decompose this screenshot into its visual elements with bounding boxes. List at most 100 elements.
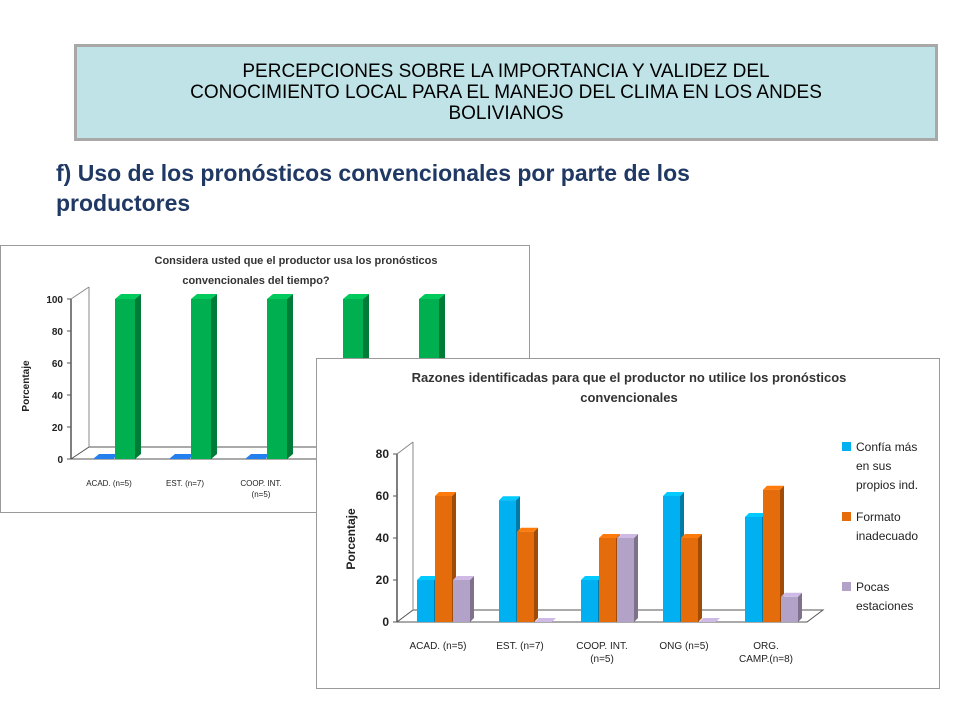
bar-side [470,576,474,622]
bar-front [453,580,470,622]
chart2-title-line-1: Razones identificadas para que el produc… [412,370,847,385]
category-label: ONG (n=5) [659,641,708,652]
bar-top [93,454,119,459]
y-tick-label: 20 [52,423,64,434]
bar-top [617,534,638,538]
bar-front [267,299,287,459]
category-label: EST. (n=7) [166,479,204,488]
header-banner: PERCEPCIONES SOBRE LA IMPORTANCIA Y VALI… [74,44,938,141]
bar [745,513,766,622]
bar-front [599,538,616,622]
y-tick-label: 0 [382,615,389,629]
bar-front [763,489,780,622]
chart-panel-reasons: Razones identificadas para que el produc… [316,358,940,689]
usage-chart: Considera usted que el productor usa los… [21,255,471,499]
category-label: EST. (n=7) [496,641,544,652]
bar-front [417,580,434,622]
bar [781,592,802,622]
bar-top [517,527,538,532]
reasons-chart: Razones identificadas para que el produc… [344,370,918,665]
chart2-legend: Confía más en sus propios ind. Formato inade… [842,440,918,613]
chart2-title-line-2: convencionales [580,390,678,405]
header-line-1: PERCEPCIONES SOBRE LA IMPORTANCIA Y VALI… [242,61,770,82]
axis-top-edge [396,441,414,455]
bar-top [681,534,702,538]
bar-top [499,496,520,501]
y-tick-label: 60 [52,359,64,370]
bar-top [435,492,456,496]
legend-label: Pocas [856,580,889,594]
chart2-y-ticks: 0 20 40 60 80 [376,447,397,629]
bar [267,294,293,459]
legend-label: propios ind. [856,478,918,492]
bar-top [115,294,141,299]
legend-label: Formato [856,510,901,524]
category-label: ORG. [753,641,779,652]
bar-top [245,454,271,459]
bar-top [267,294,293,299]
y-tick-label: 100 [46,295,63,306]
legend-swatch [842,442,851,451]
bar [417,576,438,622]
bar-side [534,527,538,622]
chart1-ylabel: Porcentaje [21,360,32,412]
legend-swatch [842,582,851,591]
bar-top [169,454,195,459]
bar [245,454,271,459]
bar-top [417,576,438,580]
subtitle-line-1: f) Uso de los pronósticos convencionales… [56,160,690,186]
bar-side [798,592,802,622]
bar-top [599,534,620,538]
header-line-3: BOLIVIANOS [448,103,564,124]
bar-side [211,294,217,459]
bar [93,454,119,459]
bar [435,492,456,622]
bar [763,485,784,622]
bar-front [745,517,762,622]
legend-swatch [842,512,851,521]
bar-front [517,531,534,622]
bar-side [698,534,702,622]
bar-side [287,294,293,459]
section-subtitle: f) Uso de los pronósticos convencionales… [56,158,876,218]
chart1-title-line-1: Considera usted que el productor usa los… [155,255,438,267]
bar-front [115,299,135,459]
bar [191,294,217,459]
bar-front [663,496,680,622]
chart1-title-line-2: convencionales del tiempo? [182,275,330,287]
bar-top [453,576,474,580]
bar-front [435,496,452,622]
bar [699,618,720,622]
bar-front [499,500,516,622]
bar-top [535,618,556,622]
bar [517,527,538,622]
bar-top [699,618,720,622]
y-tick-label: 0 [57,455,63,466]
bar [681,534,702,622]
category-label: ACAD. (n=5) [410,641,467,652]
bar-top [781,592,802,597]
legend-label: inadecuado [856,529,918,543]
chart2-bars [417,485,802,622]
chart1-category-labels: ACAD. (n=5)EST. (n=7)COOP. INT.(n=5)ON [86,479,343,499]
bar-front [191,299,211,459]
chart2-axes [396,441,414,622]
chart2-ylabel: Porcentaje [344,508,358,570]
bar-top [419,294,445,299]
bar [663,492,684,622]
y-tick-label: 40 [376,531,390,545]
bar [499,496,520,622]
chart2-category-labels: ACAD. (n=5) EST. (n=7) COOP. INT. (n=5) ONG … [410,641,793,665]
bar-side [634,534,638,622]
axis-top-edge [70,286,90,300]
y-tick-label: 80 [376,447,390,461]
bar-top [581,576,602,580]
subtitle-line-2: productores [56,190,191,216]
bar [453,576,474,622]
bar [535,618,556,622]
bar-front [681,538,698,622]
header-line-2: CONOCIMIENTO LOCAL PARA EL MANEJO DEL CL… [190,82,822,103]
bar [617,534,638,622]
bar-side [135,294,141,459]
bar [115,294,141,459]
